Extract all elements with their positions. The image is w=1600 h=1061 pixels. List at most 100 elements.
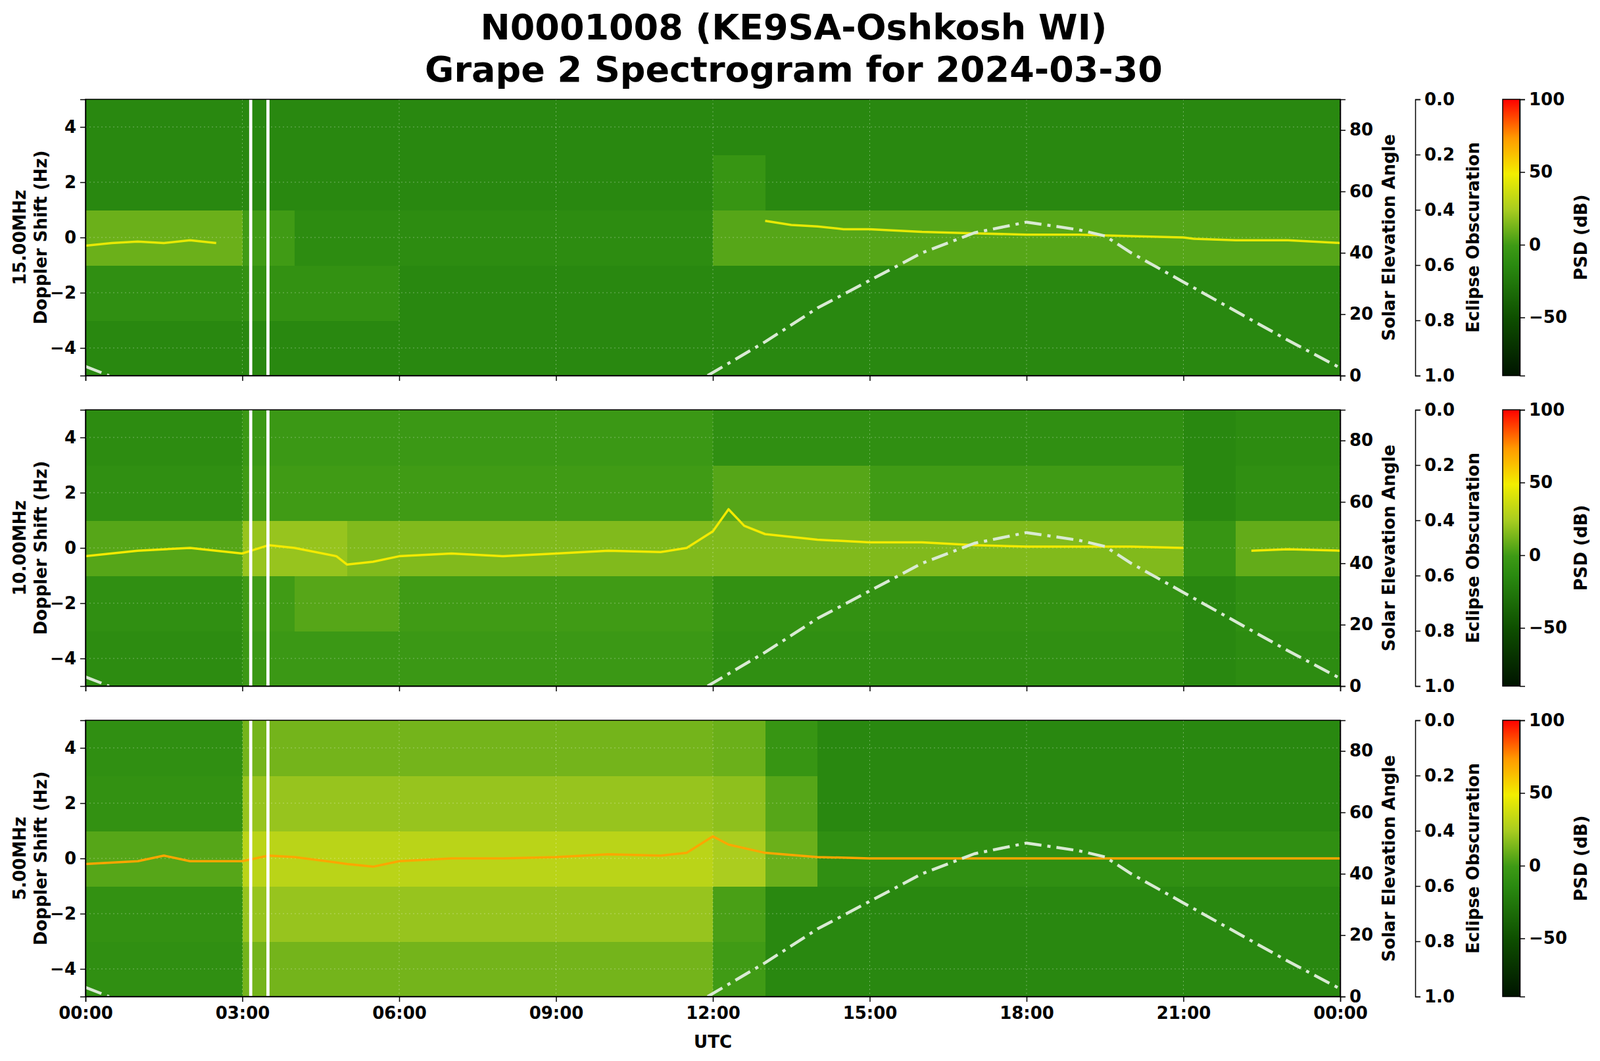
x-axis-tick-mark — [242, 685, 244, 692]
colorbar-axis-tick-label: 100 — [1528, 710, 1565, 730]
y2-axis-tick-mark — [1340, 252, 1346, 254]
y2-axis-tick: 0 — [1340, 365, 1362, 386]
x-axis-tick-mark — [712, 375, 715, 381]
y-axis-tick-label: −4 — [49, 958, 77, 979]
y2-axis-tick-label: 0 — [1349, 365, 1362, 386]
y2-axis-tick: 80 — [1340, 119, 1374, 140]
y3-axis-tick: 0.0 — [1415, 89, 1455, 110]
y-axis-tick: −4 — [49, 958, 86, 979]
y2-axis-tick-label: 60 — [1349, 802, 1374, 823]
y2-axis-tick-mark — [1340, 624, 1346, 626]
y3-axis-tick-mark — [1415, 941, 1421, 943]
y-axis-tick: 4 — [64, 117, 86, 137]
x-axis-tick-mark — [869, 375, 871, 381]
colorbar — [1502, 720, 1520, 997]
y3-axis-line — [1415, 99, 1422, 377]
y3-axis-tick: 0.8 — [1415, 310, 1455, 331]
y3-axis-tick: 0.4 — [1415, 510, 1455, 531]
y3-axis-tick-mark — [1415, 320, 1421, 322]
y3-axis-tick: 0.0 — [1415, 710, 1455, 730]
plot-frame — [85, 720, 1341, 997]
x-axis-tick — [712, 375, 714, 381]
x-axis-tick: 09:00 — [529, 996, 584, 1023]
y-axis-line — [80, 720, 87, 997]
y-axis-title: 5.00MHz — [9, 816, 30, 901]
x-axis-tick: 12:00 — [685, 996, 741, 1023]
y-axis-tick: 2 — [64, 482, 86, 503]
y3-axis-tick: 0.8 — [1415, 620, 1455, 641]
y2-axis-tick-mark — [1340, 812, 1346, 814]
y-axis-tick: 4 — [64, 737, 86, 758]
colorbar-axis-tick-mark — [1519, 555, 1526, 557]
x-axis-tick — [870, 685, 871, 692]
y3-axis-tick: 1.0 — [1415, 986, 1455, 1007]
y-axis-tick-mark — [80, 437, 86, 439]
y3-axis-tick-label: 0.4 — [1424, 820, 1455, 841]
y-axis-tick: 2 — [64, 793, 86, 813]
y2-axis-tick-label: 20 — [1349, 303, 1374, 324]
colorbar-axis-tick-mark — [1519, 409, 1526, 412]
y3-axis-tick-label: 0.8 — [1424, 620, 1455, 641]
grid-line-x — [399, 99, 400, 376]
x-axis-tick-label: 21:00 — [1156, 1002, 1212, 1023]
y-axis-tick: 0 — [64, 227, 86, 248]
colorbar-axis-tick: 100 — [1519, 710, 1565, 730]
y2-axis-tick: 60 — [1340, 802, 1374, 823]
y-axis-tick-mark — [80, 747, 86, 750]
y-axis-tick-mark — [80, 347, 86, 350]
colorbar-axis-tick-mark — [1519, 171, 1526, 173]
colorbar — [1502, 409, 1520, 686]
y-axis-title: Doppler Shift (Hz) — [30, 150, 51, 325]
x-axis-tick — [399, 375, 400, 381]
colorbar-axis-tick: −50 — [1519, 617, 1568, 638]
y-axis-title: 15.00MHz — [9, 189, 30, 285]
colorbar-axis-line — [1520, 410, 1526, 687]
x-axis-tick-label: 03:00 — [215, 1002, 271, 1023]
y-axis-tick-label: −2 — [49, 903, 77, 924]
colorbar-axis-tick-mark — [1519, 99, 1526, 101]
colorbar-axis-tick-label: 0 — [1528, 234, 1541, 255]
y-axis-tick-label: −2 — [49, 282, 77, 303]
y-axis-line — [80, 99, 87, 377]
y3-axis-tick-label: 1.0 — [1424, 986, 1455, 1007]
y-axis-tick-mark — [80, 802, 86, 805]
y3-axis-tick-mark — [1415, 685, 1421, 688]
y2-axis-tick: 20 — [1340, 614, 1374, 634]
data-gap — [266, 99, 270, 376]
x-axis-tick — [1183, 685, 1185, 692]
y2-axis-tick-label: 0 — [1349, 986, 1362, 1007]
y2-axis-tick-label: 20 — [1349, 924, 1374, 945]
doppler-trace — [85, 509, 1341, 565]
colorbar-axis: −50050100 — [1519, 89, 1568, 377]
grid-line-x — [712, 720, 714, 997]
y3-axis: 0.00.20.40.60.81.0 — [1415, 710, 1455, 1007]
colorbar-axis-tick-mark — [1519, 482, 1526, 484]
colorbar-axis-tick-mark — [1519, 865, 1526, 867]
y2-axis-tick-mark — [1340, 439, 1346, 442]
y-axis-tick-mark — [80, 658, 86, 660]
grid-line-x — [555, 720, 557, 997]
doppler-trace — [85, 835, 1341, 867]
x-axis-tick — [399, 685, 400, 692]
x-axis-tick-mark — [1026, 685, 1028, 692]
x-axis-line — [86, 996, 1341, 1003]
colorbar-axis-tick-label: 50 — [1528, 161, 1553, 182]
y-axis-tick-label: 2 — [64, 482, 77, 503]
x-axis-tick-label: 12:00 — [685, 1002, 741, 1023]
y3-axis-tick-mark — [1415, 520, 1421, 522]
y-axis-tick-mark — [80, 968, 86, 970]
x-axis-tick: 21:00 — [1156, 996, 1212, 1023]
x-axis-tick-label: 09:00 — [529, 1002, 584, 1023]
y2-axis-tick: 40 — [1340, 242, 1374, 263]
y3-axis-tick: 0.2 — [1415, 144, 1455, 165]
grid-line-x — [242, 99, 243, 376]
y3-axis-tick-label: 1.0 — [1424, 365, 1455, 386]
colorbar-axis-line — [1520, 720, 1526, 997]
x-axis-tick-label: 00:00 — [58, 1002, 114, 1023]
y2-axis-tick: 40 — [1340, 863, 1374, 884]
y2-axis-tick-label: 40 — [1349, 553, 1374, 573]
y3-axis-line — [1415, 720, 1422, 997]
y2-axis-tick: 20 — [1340, 303, 1374, 324]
y-axis-tick-mark — [80, 858, 86, 860]
doppler-trace — [85, 220, 1341, 246]
